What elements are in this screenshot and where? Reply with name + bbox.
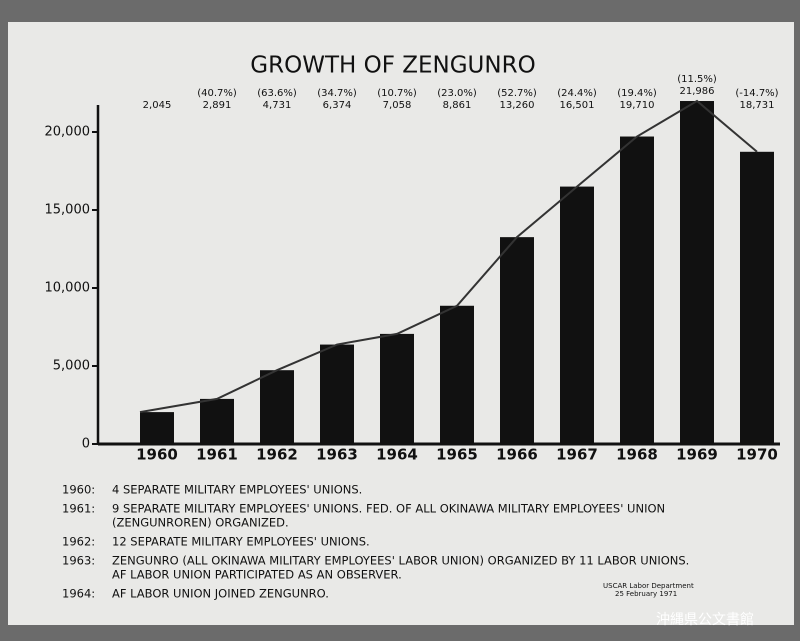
change-label: (19.4%) <box>617 88 657 99</box>
change-label: (24.4%) <box>557 88 597 99</box>
note-year: 1964: <box>62 587 95 601</box>
change-label: (-14.7%) <box>735 88 778 99</box>
note-year: 1960: <box>62 483 95 497</box>
note-year: 1962: <box>62 535 95 549</box>
y-tick-label: 20,000 <box>45 125 91 140</box>
value-label: 7,058 <box>383 100 412 111</box>
bar <box>200 398 234 444</box>
x-tick-label: 1969 <box>676 446 718 464</box>
watermark: 沖縄県公文書館 <box>656 611 754 628</box>
bar <box>140 412 174 444</box>
y-tick-label: 0 <box>82 437 90 452</box>
change-label: (10.7%) <box>377 88 417 99</box>
value-label: 2,045 <box>143 100 172 111</box>
bar <box>560 186 594 444</box>
x-tick-label: 1964 <box>376 446 418 464</box>
bar <box>320 344 354 444</box>
x-tick-label: 1963 <box>316 446 358 464</box>
note-text: 12 SEPARATE MILITARY EMPLOYEES' UNIONS. <box>112 535 370 549</box>
x-tick-label: 1961 <box>196 446 238 464</box>
note-text: ZENGUNRO (ALL OKINAWA MILITARY EMPLOYEES… <box>112 554 689 568</box>
bar <box>620 136 654 445</box>
value-label: 19,710 <box>620 100 655 111</box>
change-label: (40.7%) <box>197 88 237 99</box>
x-tick-label: 1970 <box>736 446 778 464</box>
note-text: AF LABOR UNION JOINED ZENGUNRO. <box>112 587 329 601</box>
bar <box>500 237 534 444</box>
note-year: 1963: <box>62 554 95 568</box>
x-tick-label: 1965 <box>436 446 478 464</box>
y-tick-label: 5,000 <box>53 359 90 374</box>
value-label: 18,731 <box>740 100 775 111</box>
bar <box>260 370 294 444</box>
value-label: 2,891 <box>203 100 232 111</box>
x-tick-label: 1966 <box>496 446 538 464</box>
value-label: 16,501 <box>560 100 595 111</box>
bar <box>440 305 474 444</box>
note-text: AF LABOR UNION PARTICIPATED AS AN OBSERV… <box>112 568 402 582</box>
x-tick-label: 1967 <box>556 446 598 464</box>
change-label: (23.0%) <box>437 88 477 99</box>
x-tick-label: 1968 <box>616 446 658 464</box>
y-tick-label: 10,000 <box>45 281 91 296</box>
change-label: (52.7%) <box>497 88 537 99</box>
value-label: 13,260 <box>500 100 535 111</box>
trend-line <box>139 99 758 414</box>
x-tick-label: 1962 <box>256 446 298 464</box>
chart-title: GROWTH OF ZENGUNRO <box>250 53 535 79</box>
value-label: 4,731 <box>263 100 292 111</box>
value-label: 6,374 <box>323 100 352 111</box>
note-text: 4 SEPARATE MILITARY EMPLOYEES' UNIONS. <box>112 483 362 497</box>
note-text: 9 SEPARATE MILITARY EMPLOYEES' UNIONS. F… <box>112 502 665 516</box>
y-tick-label: 15,000 <box>45 203 91 218</box>
bar <box>740 151 774 445</box>
x-tick-label: 1960 <box>136 446 178 464</box>
change-label: (63.6%) <box>257 88 297 99</box>
note-text: (ZENGUNROREN) ORGANIZED. <box>112 516 289 530</box>
change-label: (11.5%) <box>677 74 717 85</box>
value-label: 21,986 <box>680 86 715 97</box>
change-label: (34.7%) <box>317 88 357 99</box>
credit: 25 February 1971 <box>615 590 677 598</box>
value-label: 8,861 <box>443 100 472 111</box>
bar <box>380 333 414 444</box>
bar <box>680 101 714 444</box>
board <box>8 22 794 625</box>
note-year: 1961: <box>62 502 95 516</box>
credit: USCAR Labor Department <box>603 582 694 590</box>
